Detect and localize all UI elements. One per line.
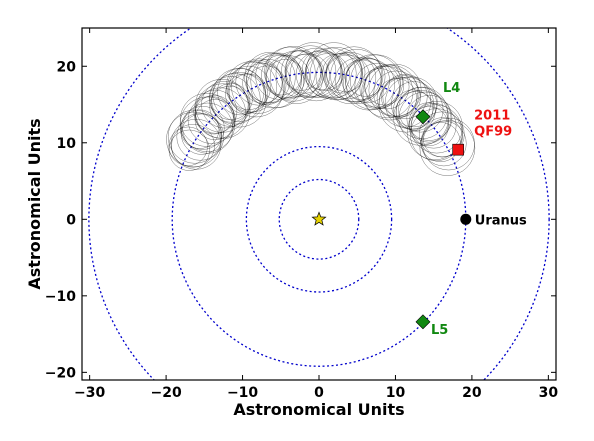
trajectory-loop xyxy=(305,51,345,91)
trajectory-loop xyxy=(326,46,382,103)
x-tick-label: −30 xyxy=(74,385,105,401)
uranus-label: Uranus xyxy=(475,213,527,228)
2011-qf99-label-line: 2011 xyxy=(474,109,510,124)
trajectory-loop xyxy=(305,53,350,98)
x-tick-label: −20 xyxy=(150,385,181,401)
trajectory-loop xyxy=(281,50,322,91)
trajectory-layer xyxy=(166,42,476,176)
x-axis-label: Astronomical Units xyxy=(233,400,404,419)
trajectory-loop xyxy=(225,61,278,113)
y-tick-label: 0 xyxy=(66,212,76,228)
trajectory-loop xyxy=(246,59,291,104)
trajectory-loop xyxy=(359,68,400,109)
y-axis-label: Astronomical Units xyxy=(25,118,44,289)
annotations-layer: Uranus L4 L5 2011 QF99 xyxy=(431,81,527,338)
trajectory-loop xyxy=(284,45,337,97)
trajectory-loop xyxy=(289,47,343,102)
l4-label-line: L4 xyxy=(443,81,460,96)
plot-area xyxy=(88,28,550,380)
y-tick-label: 20 xyxy=(57,59,77,75)
x-tick-label: 0 xyxy=(314,385,324,401)
l5-marker xyxy=(415,314,431,330)
trajectory-loop xyxy=(179,96,236,152)
sun-marker xyxy=(311,211,327,226)
y-tick-label: 10 xyxy=(57,136,77,152)
l5-label-line: L5 xyxy=(431,323,448,338)
trajectory-loop xyxy=(325,54,370,100)
x-tick-label: −10 xyxy=(227,385,258,401)
markers-layer xyxy=(311,109,472,330)
trajectory-loop xyxy=(171,123,215,168)
2011-qf99-label-line: QF99 xyxy=(474,125,512,140)
trajectory-loop xyxy=(345,58,390,103)
ticks-layer: −30 −20 −10 0 10 20 30 −20 −10 0 10 20 xyxy=(45,28,559,401)
trajectory-loop xyxy=(235,58,283,106)
trajectory-loop xyxy=(194,99,236,141)
trajectory-loop xyxy=(304,47,357,100)
l5-label: L5 xyxy=(431,323,448,338)
trajectory-loop xyxy=(246,65,287,106)
trajectory-loop xyxy=(166,111,222,168)
uranus-marker xyxy=(460,213,472,225)
x-tick-label: 30 xyxy=(539,385,559,401)
orbit-circle-4 xyxy=(88,28,550,380)
trajectory-loop xyxy=(301,49,343,91)
trajectory-loop xyxy=(393,89,434,130)
trajectory-loop xyxy=(168,129,210,171)
trajectory-loop xyxy=(378,76,435,133)
trajectory-loop xyxy=(176,113,225,161)
y-tick-label: −10 xyxy=(45,289,76,305)
trajectory-loop xyxy=(193,89,238,134)
trajectory-loop xyxy=(324,52,377,104)
trajectory-loop xyxy=(285,53,331,98)
trajectory-loop xyxy=(167,109,222,164)
uranus-label-line: Uranus xyxy=(475,213,527,228)
trajectory-loop xyxy=(420,122,461,163)
trajectory-loop xyxy=(211,83,251,123)
trajectory-loop xyxy=(208,76,253,120)
x-tick-label: 10 xyxy=(386,385,406,401)
trajectory-loop xyxy=(194,95,234,135)
orbit-circle-1 xyxy=(278,178,360,260)
trajectory-loop xyxy=(379,75,432,128)
trajectory-loop xyxy=(168,126,208,166)
x-tick-label: 20 xyxy=(462,385,482,401)
trajectory-loop xyxy=(343,58,395,111)
trajectory-loop xyxy=(269,50,324,104)
trajectory-loop xyxy=(406,95,453,141)
trajectory-loop xyxy=(322,53,363,94)
l4-label: L4 xyxy=(443,81,460,96)
y-tick-label: −20 xyxy=(45,365,76,381)
trajectory-loop xyxy=(180,109,220,149)
2011-qf99-label: 2011 QF99 xyxy=(474,109,512,140)
trajectory-loop xyxy=(181,113,222,155)
trajectory-loop xyxy=(309,47,364,101)
trajectory-loop xyxy=(255,52,303,100)
trajectory-loop xyxy=(187,96,236,144)
l4-marker xyxy=(415,109,431,125)
trajectory-loop xyxy=(368,63,422,117)
2011-qf99-marker xyxy=(452,143,464,156)
orbit-circle-2 xyxy=(245,145,393,293)
trajectory-loop xyxy=(384,76,438,130)
trajectory-loop xyxy=(295,51,343,98)
trajectory-loop xyxy=(421,120,467,167)
